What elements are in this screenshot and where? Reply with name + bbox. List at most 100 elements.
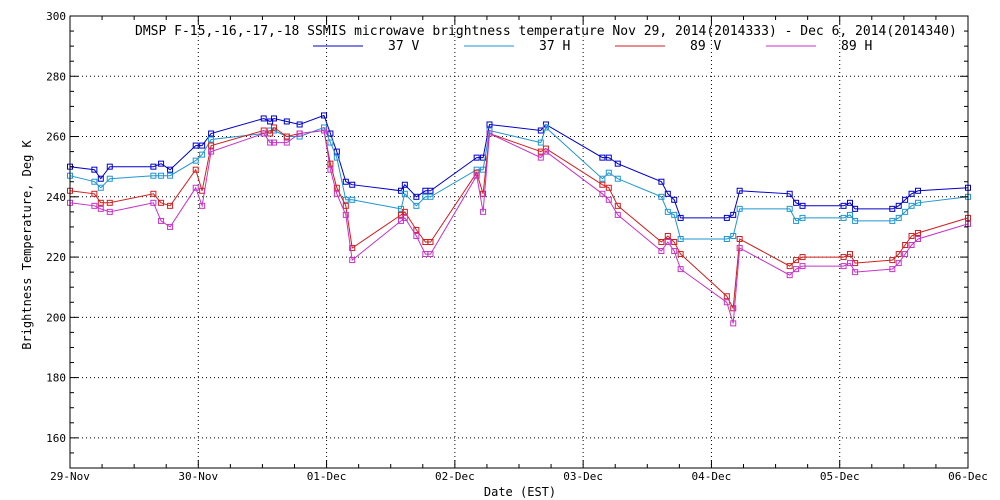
data-point-89h [267,139,274,146]
data-point-37v [537,127,544,134]
data-point-37h [852,217,859,224]
data-point-37v [480,154,487,161]
data-point-37v [158,160,165,167]
series-line-89v [69,126,969,311]
data-point-89h [537,154,544,161]
data-point-89v [333,184,340,191]
data-point-37h [605,169,612,176]
data-point-89h [723,299,730,306]
data-point-89h [199,202,206,209]
data-point-37v [427,187,434,194]
data-point-89h [658,248,665,255]
data-point-37h [840,214,847,221]
data-point-89v [840,254,847,261]
series-37h [67,124,971,242]
data-point-89h [270,139,277,146]
data-point-89h [333,190,340,197]
data-point-37h [167,172,174,179]
data-point-37h [333,154,340,161]
data-point-89v [736,235,743,242]
data-point-37h [658,193,665,200]
data-point-37v [895,202,902,209]
data-point-89h [793,266,800,273]
data-point-89h [473,172,480,179]
data-point-37h [327,139,334,146]
data-point-89v [786,263,793,270]
data-point-89v [342,202,349,209]
data-point-37v [614,160,621,167]
data-point-89v [397,211,404,218]
data-point-89h [736,245,743,252]
data-point-37v [97,175,104,182]
data-point-37h [889,217,896,224]
x-tick-label: 03-Dec [563,470,603,483]
axis-ticks: 29-Nov 30-Nov 01-Dec 02-Dec 03-Dec 04-Dec 05-D… [46,10,988,483]
data-point-37v [889,205,896,212]
data-point-89h [486,130,493,137]
data-point-37h [736,205,743,212]
series-89h [67,127,971,327]
data-point-89h [296,130,303,137]
data-point-89v [192,166,199,173]
data-point-37h [413,202,420,209]
data-point-37h [846,211,853,218]
data-point-89h [542,148,549,155]
data-point-37v [605,154,612,161]
data-point-89v [267,130,274,137]
data-point-37h [150,172,157,179]
data-point-37v [208,130,215,137]
data-point-89h [786,272,793,279]
data-point-89v [902,242,909,249]
data-point-37h [723,235,730,242]
data-point-37h [895,214,902,221]
data-point-89v [327,160,334,167]
data-point-37v [671,196,678,203]
data-point-89h [158,217,165,224]
data-point-37v [296,121,303,128]
data-point-37v [799,202,806,209]
data-point-89h [480,208,487,215]
data-point-37h [730,232,737,239]
data-point-89v [658,239,665,245]
data-point-37v [342,178,349,185]
data-point-89h [349,257,356,264]
data-point-37h [427,193,434,200]
data-point-89h [327,166,334,173]
data-point-89v [846,251,853,258]
y-tick-label: 180 [46,372,66,385]
data-point-89v [91,190,98,197]
data-point-89v [677,251,684,258]
data-point-37h [671,211,678,218]
data-point-89h [342,211,349,218]
x-tick-label: 05-Dec [820,470,860,483]
data-point-89v [895,251,902,258]
data-point-37v [914,187,921,194]
data-point-37h [192,157,199,164]
data-point-37v [167,166,174,173]
y-tick-label: 300 [46,10,66,23]
data-point-37v [902,196,909,203]
data-point-37h [799,214,806,221]
data-point-37v [106,163,113,170]
data-point-37v [349,181,356,188]
data-point-89v [605,184,612,191]
data-point-37v [786,190,793,197]
legend-label-37v: 37 V [388,39,419,54]
data-point-89h [614,211,621,218]
data-point-37v [846,199,853,206]
data-point-89h [397,217,404,224]
data-point-37v [260,115,267,122]
data-point-89v [106,199,113,206]
data-point-37h [537,139,544,146]
data-point-37v [599,154,606,161]
data-point-89h [321,127,328,134]
data-point-37h [793,217,800,224]
legend-label-89h: 89 H [841,39,872,54]
data-point-89h [895,260,902,267]
data-point-89h [208,148,215,155]
data-point-37v [730,211,737,218]
data-point-89h [192,184,199,191]
data-point-89h [908,242,915,249]
data-point-89h [167,223,174,230]
